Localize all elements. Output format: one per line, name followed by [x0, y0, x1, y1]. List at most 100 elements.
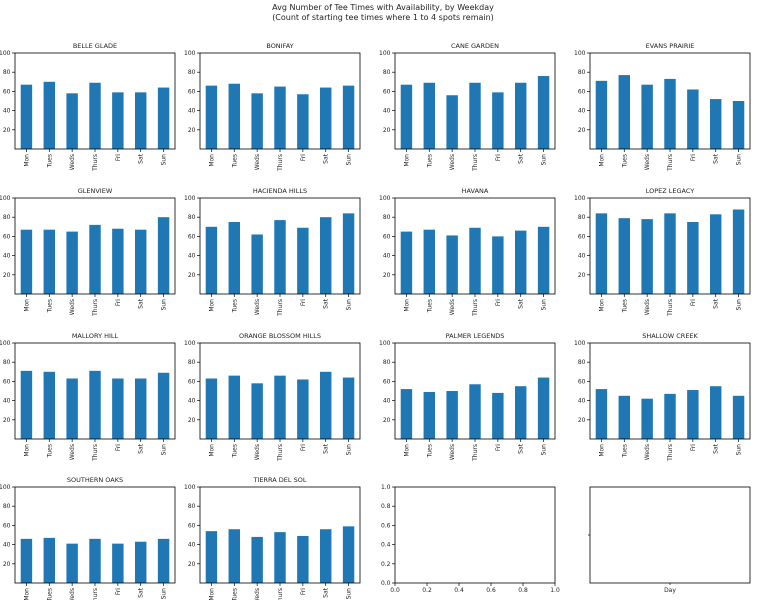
subplot-title: TIERRA DEL SOL: [253, 476, 307, 484]
bar-sun: [342, 526, 355, 583]
bar-tues: [228, 375, 240, 439]
subplot-title: SOUTHERN OAKS: [67, 476, 123, 484]
figure-title: Avg Number of Tee Times with Availabilit…: [272, 3, 494, 12]
x-tick-label: 1.0: [550, 587, 560, 594]
x-tick-label: Thurs: [277, 444, 284, 462]
bar-weds: [641, 219, 653, 294]
bar-mon: [595, 389, 608, 439]
x-tick-label: Thurs: [472, 154, 479, 172]
bar-thurs: [469, 227, 481, 294]
y-tick-label: 60: [188, 378, 196, 385]
bar-mon: [20, 84, 33, 149]
x-tick-label: Mon: [598, 154, 605, 167]
x-tick-label: Tues: [46, 444, 53, 458]
bar-fri: [297, 379, 309, 439]
x-tick-label: Weds: [449, 299, 456, 315]
x-tick-label: Weds: [69, 588, 76, 600]
bar-mon: [205, 378, 218, 439]
x-tick-label: Mon: [208, 444, 215, 457]
y-tick-label: 100: [574, 340, 586, 347]
y-tick-label: 40: [188, 253, 196, 260]
y-tick-label: 80: [188, 503, 196, 510]
x-tick-label: Fri: [300, 299, 307, 306]
y-tick-label: 60: [578, 378, 586, 385]
x-tick-label: Sun: [736, 444, 743, 456]
y-tick-label: 60: [3, 88, 11, 95]
x-tick-label: Weds: [69, 444, 76, 460]
x-tick-label: Sat: [138, 587, 145, 597]
bar-mon: [205, 226, 218, 294]
y-tick-label: 80: [383, 69, 391, 76]
bar-weds: [446, 391, 458, 439]
bar-mon: [595, 213, 608, 294]
bar-tues: [618, 395, 630, 439]
figure-title-block: Avg Number of Tee Times with Availabilit…: [0, 3, 766, 23]
x-tick-label: Fri: [115, 444, 122, 451]
y-tick-label: 80: [578, 69, 586, 76]
subplot-title: GLENVIEW: [78, 187, 113, 195]
x-tick-label: 0.0: [390, 587, 400, 594]
bar-mon: [595, 80, 608, 149]
subplot-bonifay: BONIFAY 20 40 60 80 100 Mon Tues Weds Thurs Fri Sat…: [184, 42, 361, 172]
bar-fri: [112, 92, 124, 149]
x-tick-label: Thurs: [472, 299, 479, 317]
subplot-cane-garden: CANE GARDEN 20 40 60 80 100 Mon Tues Weds Thurs Fr…: [379, 42, 556, 172]
y-tick-label: 80: [3, 69, 11, 76]
bar-fri: [297, 227, 309, 294]
bar-sat: [135, 92, 147, 149]
x-tick-label: Fri: [115, 154, 122, 161]
y-tick-label: 20: [188, 127, 196, 134]
bar-sun: [157, 87, 170, 149]
y-tick-label: 40: [578, 108, 586, 115]
y-tick-label: 40: [383, 253, 391, 260]
bar-fri: [492, 392, 504, 439]
y-tick-label: 60: [383, 378, 391, 385]
subplot-title: BONIFAY: [266, 42, 293, 50]
x-tick-label: Sun: [736, 299, 743, 311]
bar-fri: [492, 92, 504, 149]
axes-frame: [394, 197, 556, 295]
axes-frame: [199, 486, 361, 584]
x-tick-label: Fri: [690, 154, 697, 161]
subplot-belle-glade: BELLE GLADE 20 40 60 80 100 Mon Tues Weds Thurs Fr…: [0, 42, 176, 172]
y-tick-label: 20: [578, 127, 586, 134]
bar-mon: [20, 370, 33, 439]
y-tick-label: 0.6: [381, 522, 391, 529]
x-tick-label: Mon: [403, 299, 410, 312]
bar-sat: [515, 386, 527, 439]
y-tick-label: 40: [3, 398, 11, 405]
bar-mon: [205, 531, 218, 583]
subplot-title: ORANGE BLOSSOM HILLS: [239, 332, 321, 340]
bar-weds: [251, 536, 263, 583]
axes-frame: [589, 342, 751, 440]
bar-tues: [228, 529, 240, 583]
y-tick-label: 100: [379, 340, 391, 347]
y-tick-label: 20: [578, 417, 586, 424]
x-tick-label: Mon: [208, 154, 215, 167]
bar-weds: [251, 383, 263, 439]
x-tick-label: Tues: [621, 299, 628, 313]
bar-tues: [618, 75, 630, 149]
bar-sun: [537, 377, 550, 439]
subplot-tierra-del-sol: TIERRA DEL SOL 20 40 60 80 100 Mon Tues Weds Thur…: [184, 476, 361, 600]
axes-frame: [394, 52, 556, 150]
y-tick-label: 60: [383, 88, 391, 95]
x-tick-label: Thurs: [667, 299, 674, 317]
bar-weds: [641, 398, 653, 439]
axes-frame: [14, 486, 176, 584]
y-tick-label: 100: [379, 50, 391, 57]
bar-weds: [446, 95, 458, 149]
y-tick-label: 60: [188, 522, 196, 529]
y-tick-label: 100: [184, 195, 196, 202]
x-tick-label: Fri: [115, 299, 122, 306]
bar-weds: [641, 84, 653, 149]
x-tick-label: Weds: [644, 444, 651, 460]
y-tick-label: 60: [3, 233, 11, 240]
x-tick-label: Tues: [621, 154, 628, 168]
y-tick-label: 1.0: [381, 484, 391, 491]
bar-sat: [515, 230, 527, 294]
x-tick-label: Mon: [403, 154, 410, 167]
y-tick-label: 40: [3, 542, 11, 549]
y-tick-label: 100: [574, 195, 586, 202]
